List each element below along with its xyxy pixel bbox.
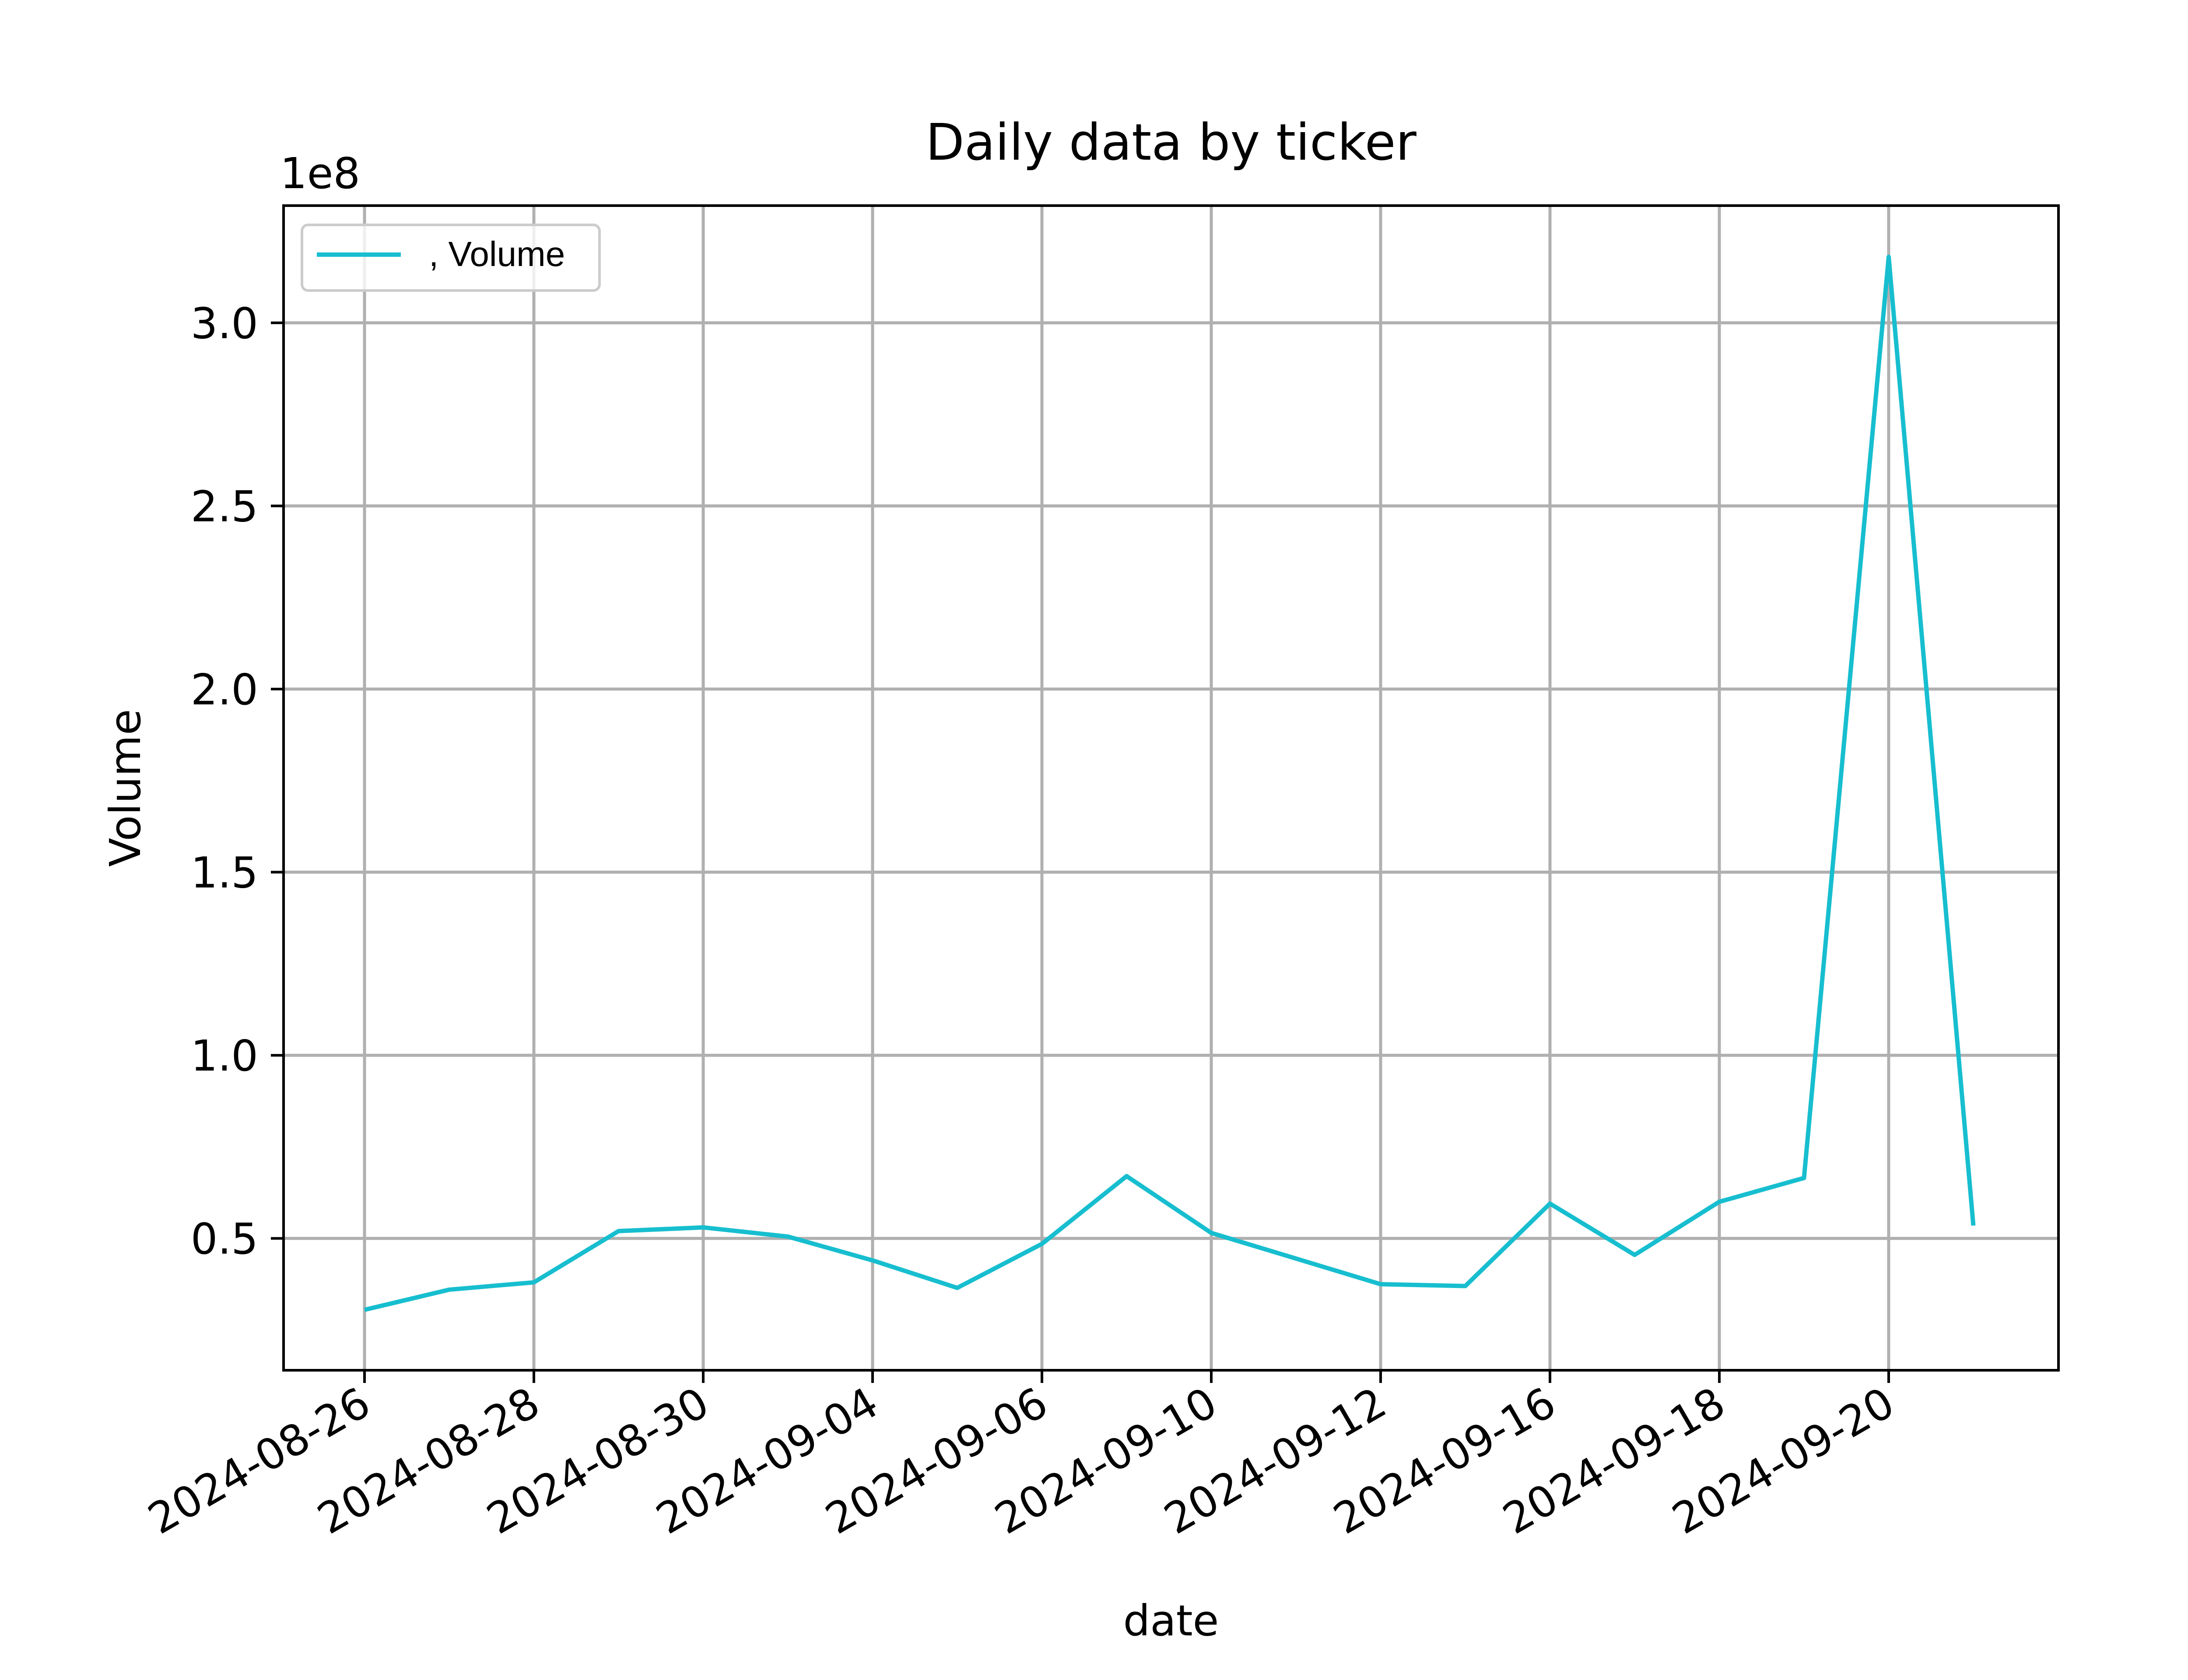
y-axis-label: Volume (101, 709, 150, 867)
series-layer (364, 255, 1976, 1312)
y-tick-label: 1.5 (191, 848, 258, 898)
legend-label: , Volume (429, 234, 565, 273)
series-line-volume (364, 255, 1976, 1312)
y-tick-label: 3.0 (191, 299, 258, 348)
x-axis-label: date (1123, 1596, 1219, 1645)
y-tick-label: 0.5 (191, 1214, 258, 1264)
chart-title: Daily data by ticker (926, 113, 1417, 172)
y-tick-label: 2.5 (191, 482, 258, 531)
y-axis-offset-label: 1e8 (280, 149, 360, 198)
y-tick-label: 1.0 (191, 1031, 258, 1081)
y-tick-label: 2.0 (191, 665, 258, 714)
grid-lines (284, 206, 2058, 1370)
legend: , Volume (301, 224, 601, 292)
legend-box (301, 224, 601, 292)
plot-frame (282, 204, 2060, 1372)
